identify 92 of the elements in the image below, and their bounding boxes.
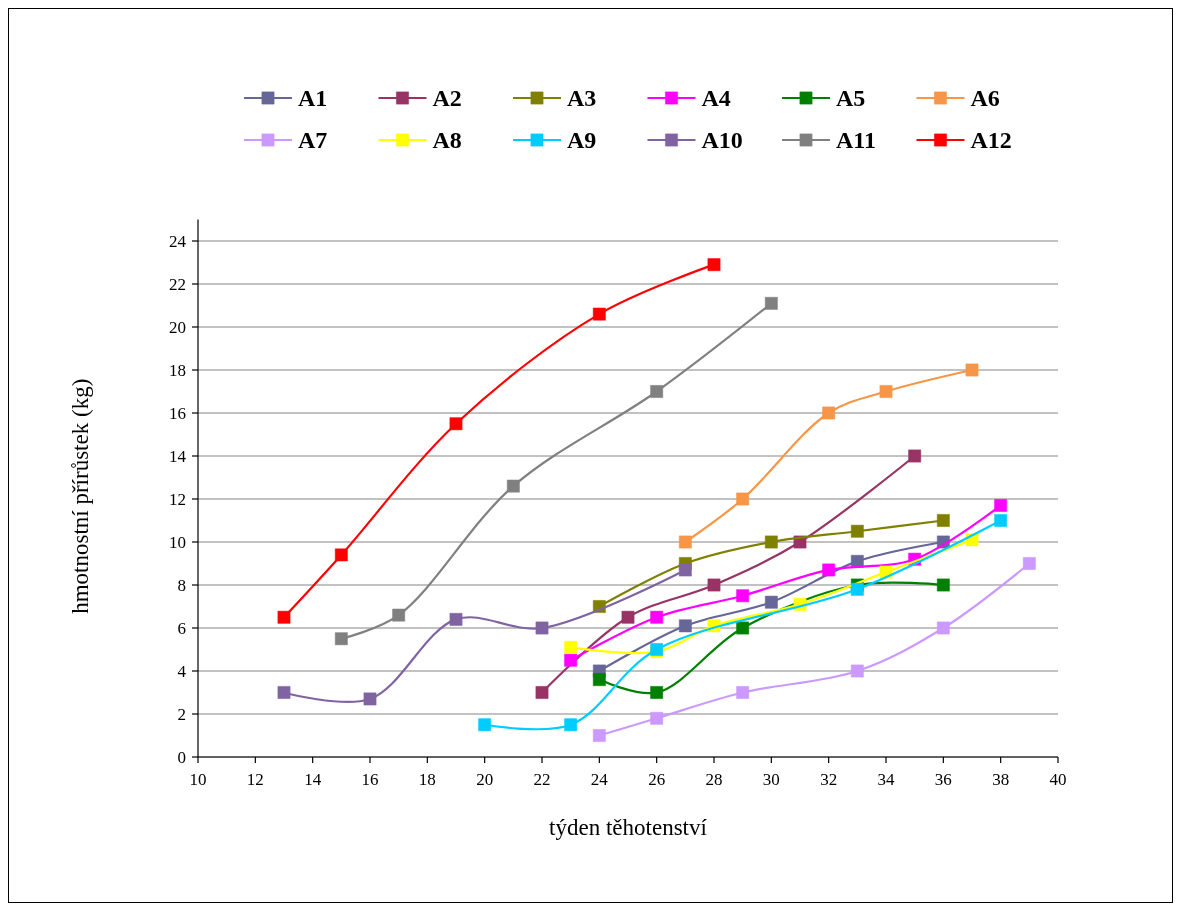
- point: [965, 363, 979, 377]
- x-tick-label: 24: [590, 770, 609, 789]
- point: [564, 718, 578, 732]
- point: [850, 664, 864, 678]
- x-tick-label: 16: [361, 770, 379, 789]
- point: [592, 729, 606, 742]
- y-tick-label: 22: [169, 274, 186, 294]
- point: [994, 514, 1008, 527]
- point: [994, 499, 1008, 512]
- x-tick-label: 22: [533, 770, 551, 789]
- legend-label: A4: [701, 85, 731, 112]
- point: [449, 417, 463, 431]
- point: [678, 619, 692, 633]
- point: [564, 653, 578, 667]
- point: [621, 610, 635, 624]
- y-tick-label: 18: [169, 360, 186, 380]
- point: [334, 548, 348, 562]
- point: [592, 673, 606, 686]
- point: [707, 258, 721, 272]
- point: [650, 610, 664, 624]
- x-tick-label: 32: [820, 770, 838, 789]
- y-tick-label: 2: [177, 704, 186, 724]
- point: [535, 686, 549, 699]
- point: [936, 514, 950, 527]
- point: [850, 582, 864, 596]
- point: [908, 449, 922, 463]
- point: [736, 492, 750, 506]
- point: [564, 640, 578, 654]
- point: [277, 610, 291, 624]
- x-tick-label: 30: [762, 770, 780, 789]
- point: [678, 535, 692, 549]
- y-tick-label: 20: [169, 317, 186, 337]
- point: [1022, 557, 1036, 570]
- y-tick-label: 0: [177, 747, 186, 767]
- x-tick-label: 38: [992, 770, 1010, 789]
- legend-label: A6: [970, 85, 1000, 112]
- y-tick-label: 14: [169, 446, 187, 466]
- point: [478, 718, 492, 732]
- point: [535, 621, 549, 635]
- point: [392, 608, 406, 622]
- point: [850, 524, 864, 538]
- point: [764, 535, 778, 549]
- x-tick-label: 36: [934, 770, 952, 789]
- legend-label: A3: [567, 85, 597, 112]
- legend-label: A8: [432, 127, 462, 154]
- point: [879, 385, 893, 398]
- y-tick-label: 4: [177, 661, 187, 681]
- point: [449, 613, 463, 626]
- legend-label: A1: [298, 85, 328, 112]
- x-axis-title: týden těhotenství: [549, 815, 708, 840]
- point: [334, 632, 348, 646]
- y-tick-label: 24: [169, 231, 187, 251]
- point: [277, 686, 291, 699]
- y-tick-label: 16: [169, 403, 186, 423]
- point: [764, 595, 778, 609]
- legend-label: A7: [298, 127, 328, 154]
- point: [936, 621, 950, 635]
- point: [678, 563, 692, 577]
- point: [650, 711, 664, 725]
- point: [707, 578, 721, 592]
- x-tick-label: 20: [476, 770, 494, 789]
- point: [736, 589, 750, 603]
- x-tick-label: 14: [304, 770, 322, 789]
- x-tick-label: 28: [705, 770, 723, 789]
- x-tick-label: 26: [648, 770, 666, 789]
- y-tick-label: 6: [177, 618, 186, 638]
- point: [363, 692, 377, 706]
- y-tick-label: 10: [169, 532, 186, 552]
- y-axis-title: hmotnostní přírůstek (kg): [68, 378, 93, 614]
- point: [592, 307, 606, 321]
- legend-label: A5: [836, 85, 866, 112]
- x-tick-label: 18: [418, 770, 436, 789]
- legend-label: A10: [701, 127, 743, 154]
- point: [736, 686, 750, 699]
- point: [764, 296, 778, 310]
- point: [736, 621, 750, 635]
- point: [650, 385, 664, 398]
- point: [822, 563, 836, 577]
- y-tick-label: 8: [177, 575, 186, 595]
- x-tick-label: 34: [877, 770, 895, 789]
- legend-label: A11: [836, 127, 877, 154]
- legend-label: A9: [567, 127, 597, 154]
- x-tick-label: 40: [1049, 770, 1067, 789]
- y-tick-label: 12: [169, 489, 186, 509]
- legend-label: A12: [970, 127, 1012, 154]
- point: [506, 479, 520, 493]
- point: [822, 406, 836, 420]
- x-tick-label: 10: [189, 770, 207, 789]
- x-tick-label: 12: [246, 770, 264, 789]
- point: [650, 686, 664, 699]
- point: [936, 578, 950, 592]
- legend-label: A2: [432, 85, 462, 112]
